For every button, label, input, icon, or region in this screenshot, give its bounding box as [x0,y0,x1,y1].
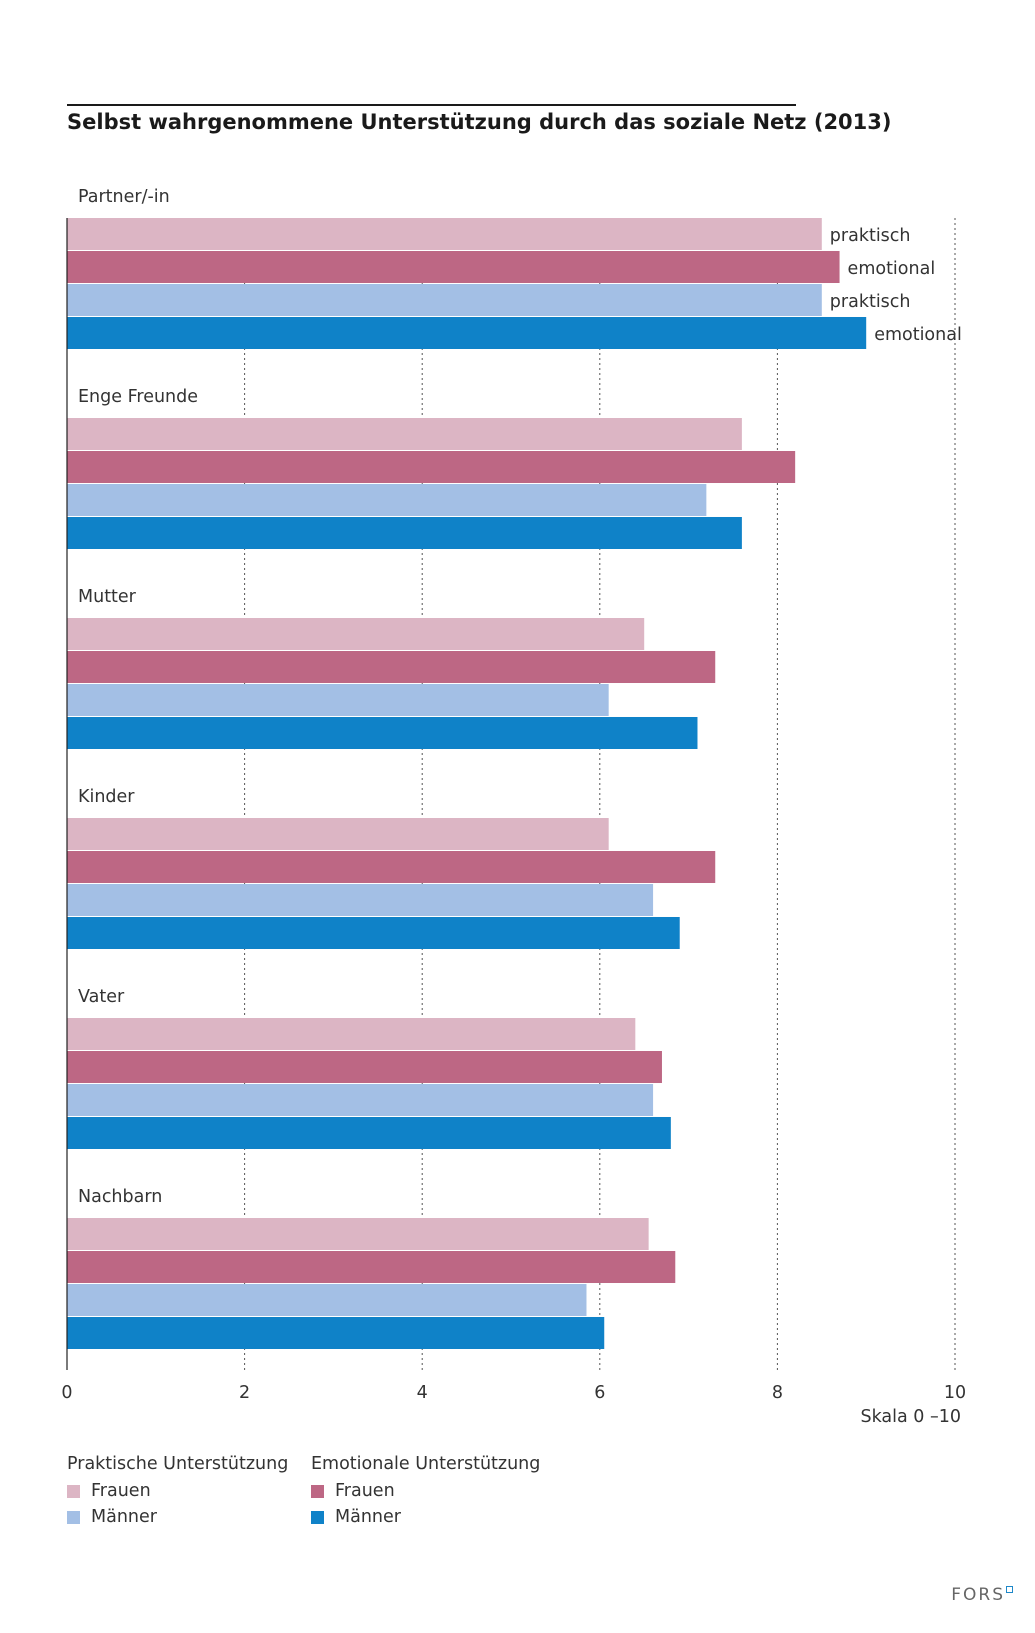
bar-frauen_praktisch [67,1018,636,1050]
legend-item-praktisch-frauen: Frauen [67,1478,288,1504]
x-axis-label: Skala 0 –10 [860,1407,961,1427]
legend-label: Männer [335,1507,401,1527]
x-tick-label: 10 [944,1383,966,1403]
bar-frauen_praktisch [67,418,742,450]
category-label: Vater [78,987,125,1007]
bar-frauen_praktisch [67,1218,649,1250]
legend-group-praktisch: Praktische Unterstützung Frauen Männer [67,1454,288,1530]
x-tick-label: 2 [239,1383,250,1403]
bar-end-label: praktisch [830,292,911,312]
legend-label: Frauen [335,1481,395,1501]
legend-group-emotional: Emotionale Unterstützung Frauen Männer [311,1454,540,1530]
legend-label: Männer [91,1507,157,1527]
bar-maenner_praktisch [67,484,707,516]
legend-item-emotional-frauen: Frauen [311,1478,540,1504]
bar-end-label: emotional [874,325,962,345]
bar-maenner_emotional [67,517,742,549]
x-tick-label: 8 [772,1383,783,1403]
bar-frauen_emotional [67,1051,662,1083]
bar-maenner_emotional [67,1317,605,1349]
x-tick-label: 4 [417,1383,428,1403]
legend-heading-emotional: Emotionale Unterstützung [311,1454,541,1474]
bar-maenner_emotional [67,717,698,749]
legend-item-praktisch-maenner: Männer [67,1504,288,1530]
legend-swatch [311,1510,324,1524]
bar-maenner_emotional [67,317,867,349]
logo-square-icon [1006,1586,1013,1593]
x-tick-label: 0 [61,1383,72,1403]
legend-swatch [67,1510,80,1524]
bar-end-label: emotional [848,259,936,279]
bar-frauen_praktisch [67,218,822,250]
category-label: Kinder [78,787,135,807]
bar-end-label: praktisch [830,226,911,246]
bar-frauen_praktisch [67,618,645,650]
legend-swatch [67,1484,80,1498]
bar-maenner_emotional [67,917,680,949]
bar-maenner_emotional [67,1117,671,1149]
legend-heading-praktisch: Praktische Unterstützung [67,1454,289,1474]
bar-frauen_emotional [67,451,796,483]
bar-frauen_emotional [67,1251,676,1283]
bar-maenner_praktisch [67,1284,587,1316]
x-tick-label: 6 [594,1383,605,1403]
title-rule [67,104,796,106]
bar-maenner_praktisch [67,1084,654,1116]
bar-maenner_praktisch [67,884,654,916]
bar-frauen_praktisch [67,818,609,850]
fors-logo: FORS [951,1585,1013,1605]
bar-frauen_emotional [67,851,716,883]
legend-item-emotional-maenner: Männer [311,1504,540,1530]
chart-title: Selbst wahrgenommene Unterstützung durch… [67,110,892,134]
bar-maenner_praktisch [67,284,822,316]
category-label: Enge Freunde [78,387,198,407]
legend-swatch [311,1484,324,1498]
category-label: Mutter [78,587,137,607]
bar-maenner_praktisch [67,684,609,716]
category-label: Partner/-in [78,187,170,207]
bar-frauen_emotional [67,251,840,283]
bar-frauen_emotional [67,651,716,683]
legend-label: Frauen [91,1481,151,1501]
category-label: Nachbarn [78,1187,162,1207]
brand-text: FORS [951,1585,1005,1605]
